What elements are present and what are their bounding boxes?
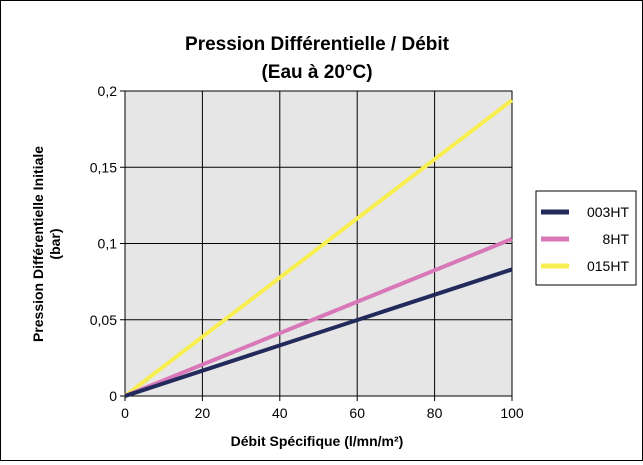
y-tick-label-3: 0,15 — [90, 159, 117, 175]
series-line-015ht — [123, 98, 514, 398]
series-line-8ht — [124, 237, 513, 398]
x-tick-label-4: 80 — [427, 405, 443, 421]
y-axis-ticks: 0 0,05 0,1 0,15 0,2 — [90, 83, 125, 404]
legend-label-8ht: 8HT — [603, 231, 630, 247]
y-axis-label-line2: (bar) — [47, 228, 63, 259]
chart-subtitle: (Eau à 20°C) — [261, 62, 372, 83]
legend-label-015ht: 015HT — [587, 258, 629, 274]
x-tick-label-5: 100 — [500, 405, 524, 421]
x-tick-label-0: 0 — [121, 405, 129, 421]
x-tick-label-2: 40 — [272, 405, 288, 421]
y-tick-label-2: 0,1 — [98, 236, 118, 252]
series-line-003ht — [124, 267, 513, 398]
x-tick-label-3: 60 — [349, 405, 365, 421]
series-lines — [123, 98, 514, 398]
y-tick-label-0: 0 — [109, 388, 117, 404]
legend-label-003ht: 003HT — [587, 204, 629, 220]
chart-title: Pression Différentielle / Débit — [185, 34, 450, 55]
x-tick-label-1: 20 — [195, 405, 211, 421]
y-tick-label-4: 0,2 — [98, 83, 118, 99]
x-axis-label: Débit Spécifique (l/mn/m²) — [231, 433, 404, 449]
x-axis-ticks: 0 20 40 60 80 100 — [121, 396, 524, 421]
legend: 003HT 8HT 015HT — [541, 204, 629, 274]
y-tick-label-1: 0,05 — [90, 312, 117, 328]
y-axis-label-line1: Pression Différentielle Initiale — [30, 146, 46, 342]
y-axis-label: Pression Différentielle Initiale (bar) — [30, 146, 63, 342]
